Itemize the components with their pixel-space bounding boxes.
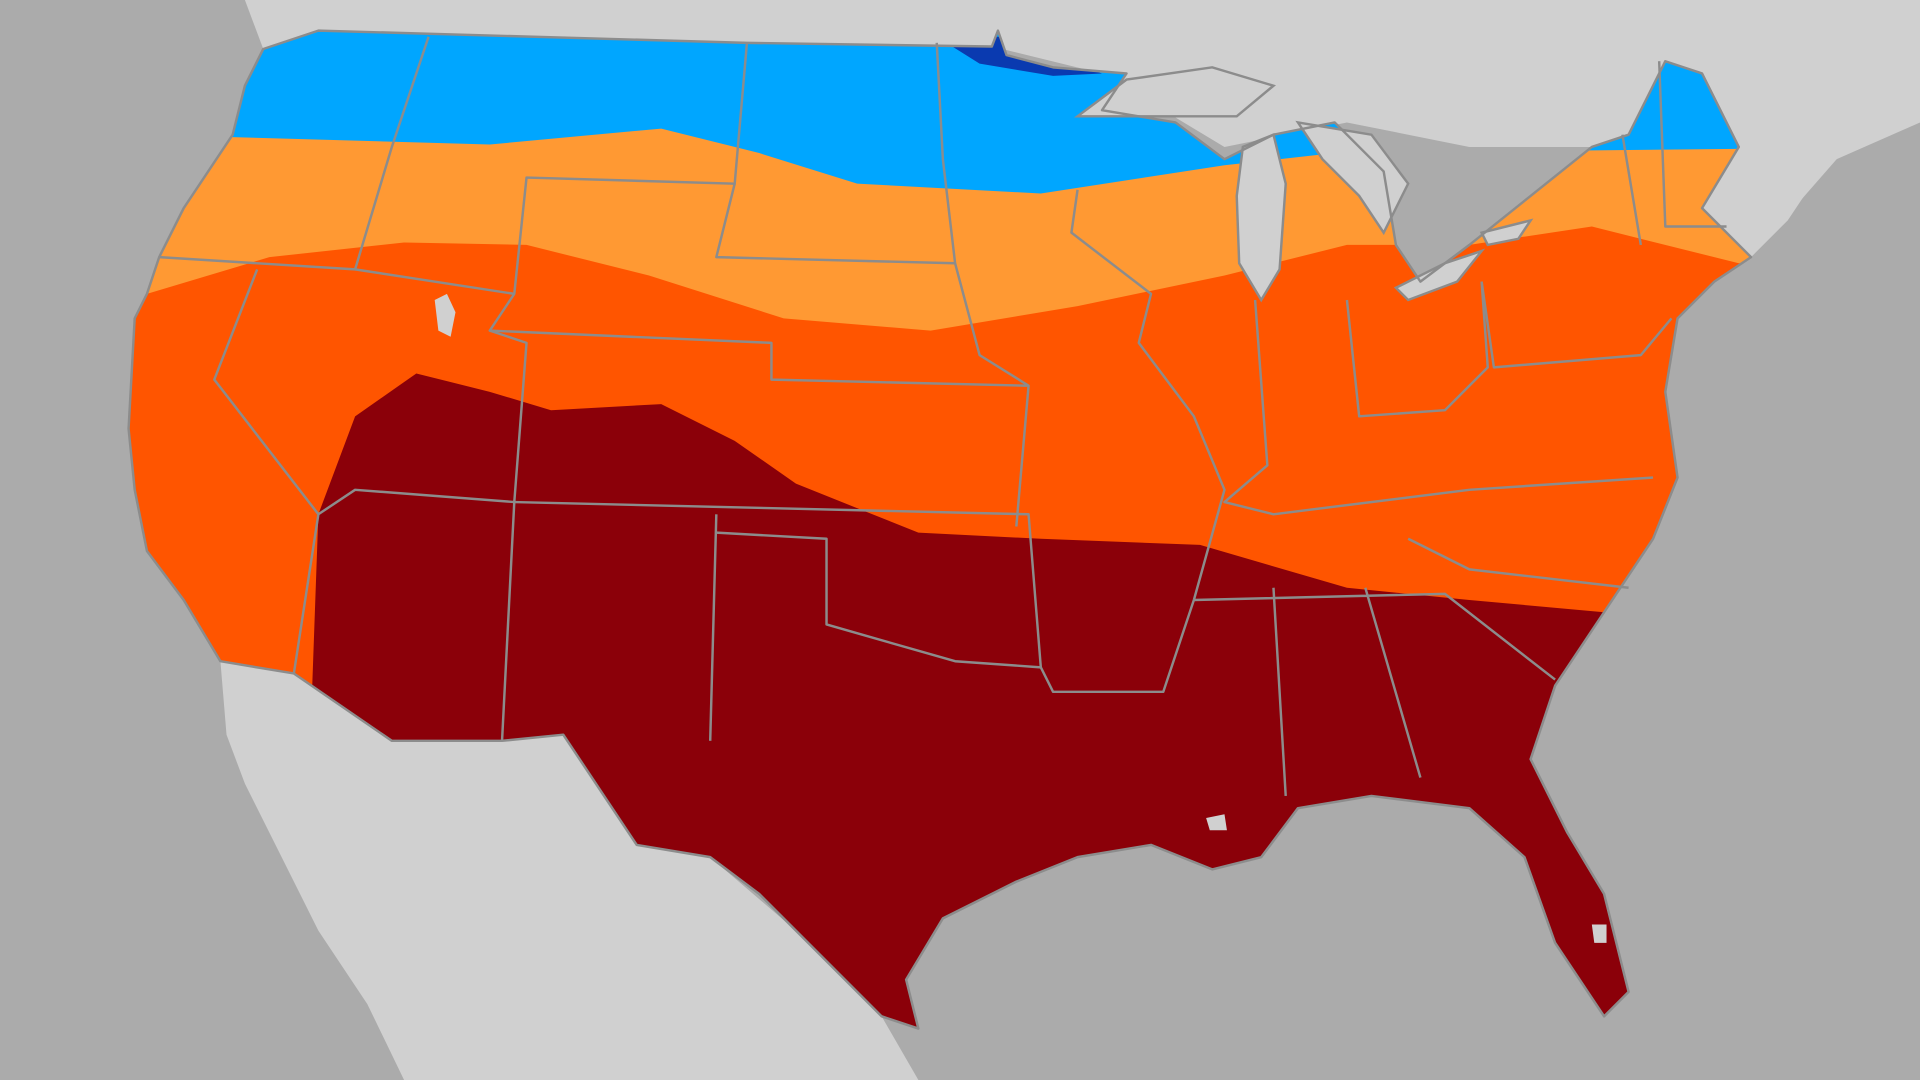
lake (1393, 248, 1486, 302)
lake (1479, 218, 1534, 247)
canada-land (244, 0, 1920, 258)
lake (1295, 120, 1410, 236)
state-borders (127, 29, 1753, 1030)
mexico-land (220, 661, 919, 1080)
lake (1073, 66, 1277, 118)
lake (1235, 133, 1287, 303)
